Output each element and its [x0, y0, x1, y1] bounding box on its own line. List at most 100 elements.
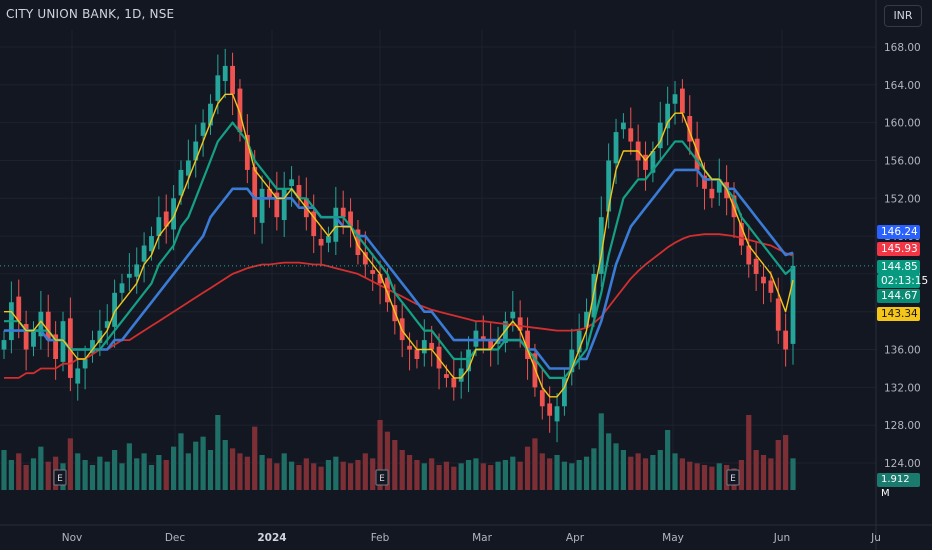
volume-tag: 1.912 M — [877, 473, 920, 499]
candle-body — [451, 377, 457, 388]
x-tick-label: 2024 — [257, 532, 286, 544]
volume-bar — [790, 458, 796, 490]
candle-body — [473, 330, 479, 347]
ema-fast-line — [4, 93, 794, 398]
candle-body — [480, 336, 486, 341]
volume-bar — [193, 441, 199, 490]
volume-bar — [583, 456, 590, 490]
volume-bar — [502, 460, 509, 490]
candle-body — [171, 198, 176, 230]
candle-body — [134, 264, 140, 277]
candle-body — [525, 330, 530, 359]
volume-bar — [443, 461, 450, 490]
candle-body — [665, 103, 671, 129]
volume-bar — [340, 461, 346, 490]
y-tick-label: 152.00 — [884, 193, 921, 205]
candle-body — [222, 65, 228, 82]
volume-bar — [716, 463, 722, 490]
volume-bar — [355, 460, 361, 490]
volume-bar — [163, 460, 169, 490]
volume-bar — [266, 458, 273, 490]
candle-body — [281, 188, 287, 221]
volume-bar — [465, 460, 472, 490]
ema-slow-price-tag: 146.24 — [877, 225, 920, 239]
candle-body — [75, 368, 81, 384]
x-tick-label: Mar — [472, 532, 492, 544]
volume-bar — [392, 440, 398, 490]
volume-bar — [229, 448, 236, 490]
candle-body — [598, 217, 604, 274]
volume-bar — [768, 458, 774, 490]
volume-bar — [259, 455, 265, 490]
candle-body — [31, 330, 36, 347]
volume-bar — [141, 453, 147, 490]
volume-bar — [112, 450, 118, 490]
volume-bar — [561, 461, 568, 490]
volume-bar — [170, 446, 177, 490]
volume-bar — [185, 453, 191, 490]
candle-body — [429, 342, 435, 350]
volume-bar — [783, 435, 789, 490]
volume-bar — [517, 461, 523, 490]
candle-body — [584, 311, 589, 328]
candle-body — [650, 151, 656, 173]
candle-body — [466, 349, 471, 372]
candle-body — [790, 265, 796, 344]
volume-bar — [657, 450, 663, 490]
volume-bar — [665, 430, 671, 490]
candle-body — [82, 359, 88, 369]
volume-bar — [635, 453, 641, 490]
x-tick-label: Feb — [371, 532, 390, 544]
volume-bar — [738, 460, 744, 490]
candle-body — [503, 321, 508, 343]
volume-bar — [82, 460, 88, 490]
candle-body — [274, 192, 280, 218]
candle-body — [104, 321, 110, 328]
candle-body — [554, 406, 560, 422]
candle-body — [16, 296, 22, 322]
volume-bar — [347, 463, 354, 490]
volume-bar — [311, 463, 317, 490]
earnings-marker — [726, 469, 740, 486]
volume-bar — [524, 446, 531, 490]
candle-body — [768, 280, 774, 293]
candle-body — [141, 245, 147, 262]
volume-bar — [362, 453, 368, 490]
y-tick-label: 156.00 — [884, 155, 921, 167]
volume-bar — [775, 440, 781, 490]
candle-body — [326, 236, 331, 243]
volume-bar — [760, 455, 767, 490]
volume-bar — [495, 461, 501, 490]
volume-bar — [694, 463, 700, 490]
volume-bar — [687, 461, 693, 490]
candle-body — [333, 207, 339, 242]
y-tick-label: 160.00 — [884, 118, 921, 130]
last-price-tag: 144.85 — [877, 260, 920, 274]
volume-bar — [200, 436, 206, 490]
candle-body — [687, 116, 693, 142]
volume-bar — [628, 456, 634, 490]
volume-bar — [488, 465, 494, 490]
volume-bar — [252, 426, 258, 490]
ema-mid-line — [4, 121, 794, 379]
candle-body — [97, 330, 103, 343]
candle-body — [738, 222, 744, 246]
candle-body — [126, 273, 132, 278]
volume-bar — [672, 453, 678, 490]
volume-bar — [126, 443, 132, 490]
currency-button[interactable]: INR — [884, 5, 922, 27]
volume-bar — [709, 466, 715, 490]
x-tick-label: Apr — [566, 532, 585, 544]
x-tick-label: Dec — [165, 532, 186, 544]
volume-bar — [576, 460, 582, 490]
candle-body — [185, 160, 191, 176]
candle-body — [783, 330, 789, 350]
candle-body — [348, 211, 353, 227]
candle-body — [672, 94, 678, 104]
candle-body — [628, 128, 634, 142]
symbol-title: CITY UNION BANK, 1D, NSE — [6, 7, 175, 21]
candle-body — [569, 349, 575, 373]
x-tick-label: Nov — [62, 532, 83, 544]
candle-body — [259, 188, 265, 223]
